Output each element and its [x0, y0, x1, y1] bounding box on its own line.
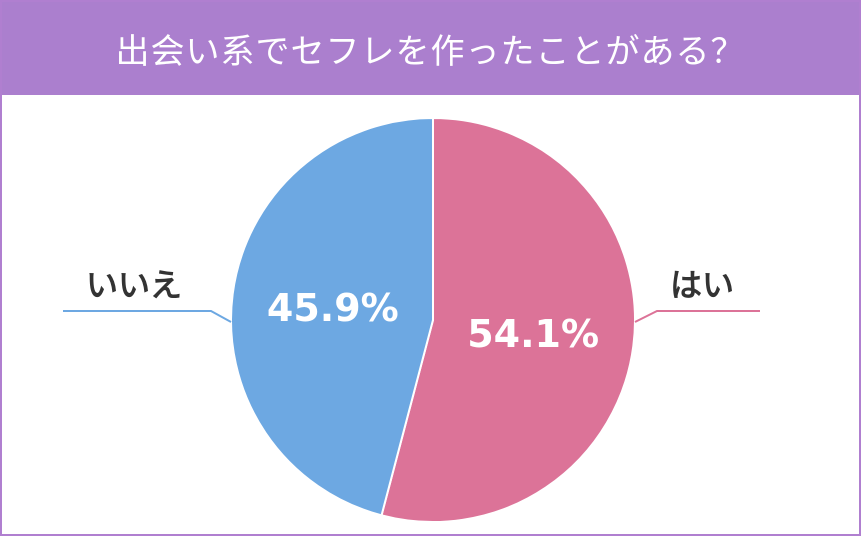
category-label-no: いいえ	[86, 266, 182, 304]
title-bar: 出会い系でセフレを作ったことがある？	[2, 2, 859, 95]
leader-line-yes	[634, 310, 760, 323]
chart-title: 出会い系でセフレを作ったことがある？	[115, 32, 746, 72]
leader-line-no	[63, 310, 232, 323]
pie-slice-yes	[380, 116, 636, 523]
pie-slice-no	[230, 116, 434, 517]
category-label-yes: はい	[670, 266, 734, 304]
slice-value-label-no: 45.9%	[267, 286, 399, 330]
slice-value-label-yes: 54.1%	[467, 312, 599, 356]
